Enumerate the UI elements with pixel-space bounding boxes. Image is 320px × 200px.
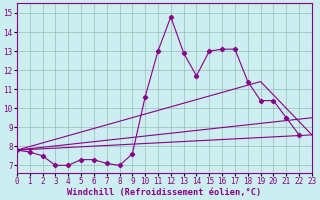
X-axis label: Windchill (Refroidissement éolien,°C): Windchill (Refroidissement éolien,°C) (67, 188, 261, 197)
